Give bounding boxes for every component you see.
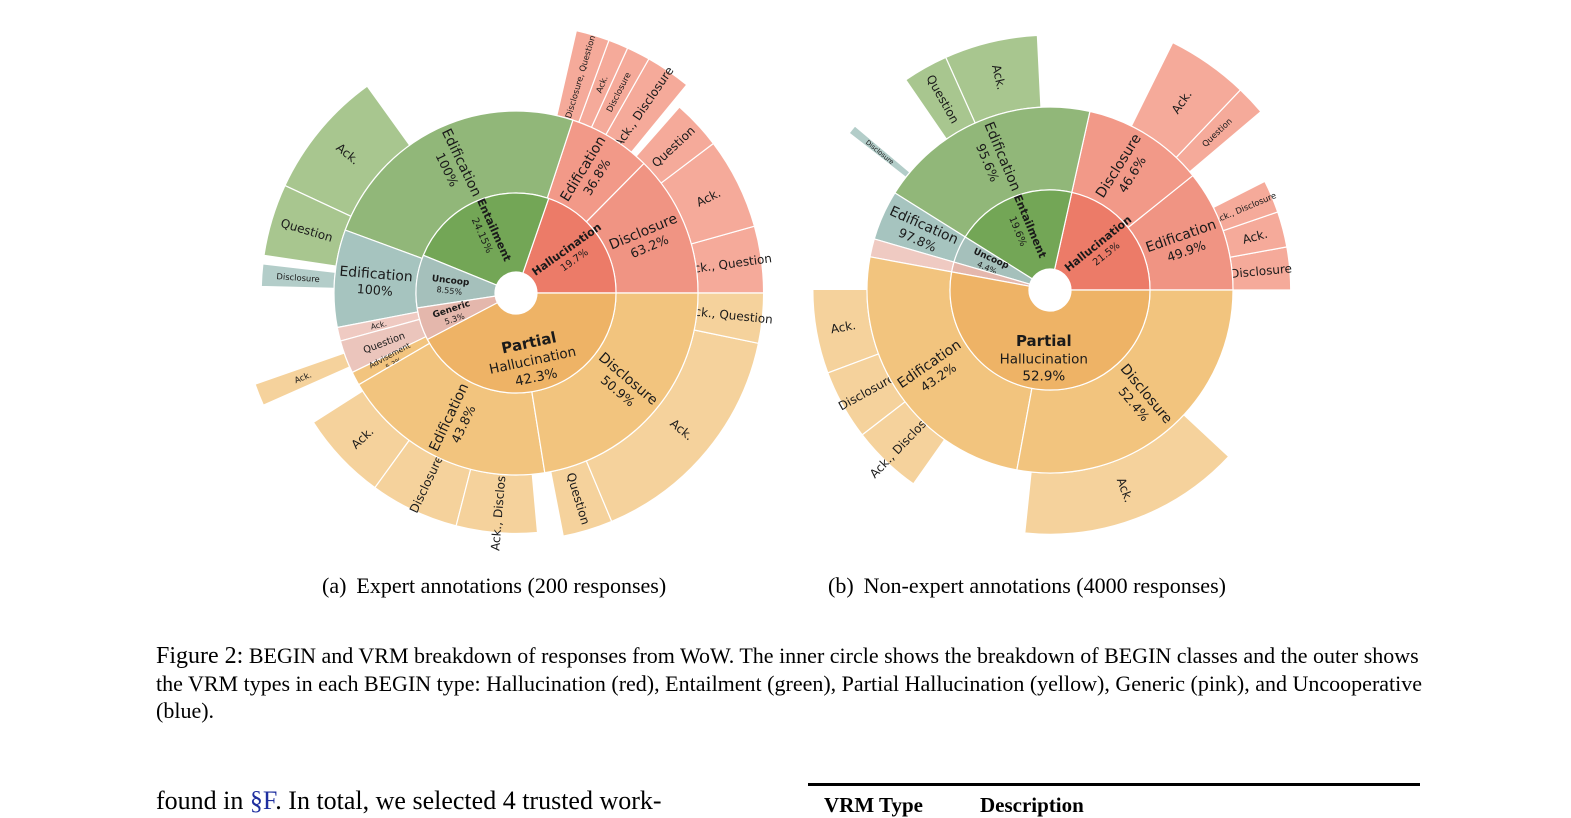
subcaption-a: (a) Expert annotations (200 responses) [322, 573, 666, 599]
expert-inner-label-partial-hallucination: PartialHallucination42.3% [484, 325, 581, 395]
expert-outer-label-disclosure: Disclosure [276, 271, 320, 284]
nonexpert-center-hole [1029, 269, 1071, 311]
expert-center-hole [495, 272, 537, 314]
subcaption-b: (b) Non-expert annotations (4000 response… [828, 573, 1226, 599]
section-ref-link[interactable]: §F [249, 786, 276, 815]
subcaption-b-text: Non-expert annotations (4000 responses) [863, 573, 1226, 598]
nonexpert-outer-label-ack: Ack. [830, 318, 857, 336]
nonexpert-inner-label-partial-hallucination: Partial Hallucination 52.9% [1000, 332, 1088, 385]
table-top-rule [808, 783, 1420, 786]
table-header-vrm-type: VRM Type [824, 793, 923, 817]
expert-middle-label-edification: Edification100% [338, 264, 414, 301]
nonexpert-outer-label-disclosure: Disclosure [864, 139, 896, 167]
expert-inner-label-uncoop: Uncoop8.55% [430, 274, 470, 298]
body-text-left: found in §F. In total, we selected 4 tru… [156, 786, 662, 816]
nonexpert-outer-label-ack: Ack. [1241, 227, 1269, 247]
body-text-fragment: found in [156, 786, 250, 815]
nonexpert-outer-label-ack: Ack. [989, 63, 1009, 91]
table-header-description: Description [980, 793, 1084, 817]
figure-caption-label: Figure 2: [156, 643, 244, 669]
body-text-fragment: . In total, we selected 4 trusted work- [275, 786, 662, 815]
expert-middle-label-ack: Ack. [370, 319, 388, 331]
subcaption-a-tag: (a) [322, 573, 347, 598]
subcaption-a-text: Expert annotations (200 responses) [356, 573, 667, 598]
nonexpert-outer-label-disclosure: Disclosure [1230, 261, 1293, 281]
figure-2: Ack., Question Ack. Question Ack., Disclosu… [254, 29, 1293, 551]
figure-caption: Figure 2: BEGIN and VRM breakdown of res… [156, 642, 1426, 724]
vrm-table: VRM Type Description [808, 783, 1420, 817]
figure-caption-text: BEGIN and VRM breakdown of responses fro… [156, 643, 1423, 723]
subcaption-b-tag: (b) [828, 573, 854, 598]
